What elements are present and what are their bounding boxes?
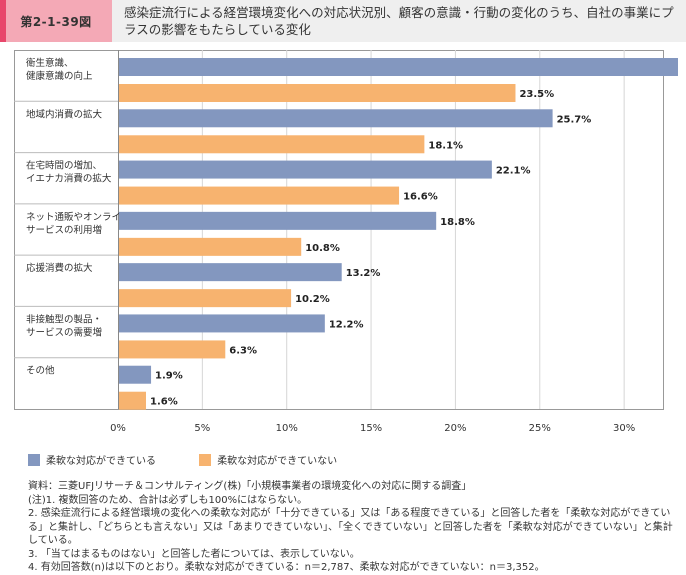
bar-flexible-6: [119, 365, 152, 384]
legend-label-flexible: 柔軟な対応ができている: [46, 456, 156, 467]
note-source: 資料：三菱UFJリサーチ＆コンサルティング(株)「小規模事業者の環境変化への対応…: [28, 481, 472, 492]
legend-label-not-flexible: 柔軟な対応ができていない: [217, 456, 338, 467]
figure-title: 感染症流行による経営環境変化への対応状況別、顧客の意識・行動の変化のうち、自社の…: [124, 5, 674, 37]
data-label-flexible-3: 18.8%: [440, 217, 475, 228]
notes: 資料：三菱UFJリサーチ＆コンサルティング(株)「小規模事業者の環境変化への対応…: [28, 480, 678, 575]
data-label-not-flexible-5: 6.3%: [229, 345, 257, 356]
chart-frame: [14, 50, 664, 410]
category-label-5: 非接触型の製品・サービスの需要増: [26, 313, 102, 338]
category-label-1: 地域内消費の拡大: [26, 108, 103, 120]
figure-header: 第2-1-39図 感染症流行による経営環境変化への対応状況別、顧客の意識・行動の…: [0, 0, 686, 42]
x-tick-label-5: 5%: [194, 423, 210, 434]
data-label-not-flexible-6: 1.6%: [150, 397, 178, 408]
note-4: 4. 有効回答数(n)は以下のとおり。柔軟な対応ができている：n＝2,787、柔…: [28, 562, 545, 573]
data-label-flexible-5: 12.2%: [329, 319, 364, 330]
x-tick-label-25: 25%: [529, 423, 551, 434]
legend-item-flexible: 柔軟な対応ができている: [28, 452, 156, 467]
bar-flexible-2: [119, 160, 492, 179]
x-tick-label-20: 20%: [444, 423, 466, 434]
legend: 柔軟な対応ができている 柔軟な対応ができていない: [28, 452, 377, 469]
note-1: (注)1. 複数回答のため、合計は必ずしも100%にはならない。: [28, 494, 308, 506]
legend-item-not-flexible: 柔軟な対応ができていない: [199, 452, 337, 467]
note-2: 2. 感染症流行による経営環境の変化への柔軟な対応が「十分できている」又は「ある…: [28, 508, 673, 546]
bar-flexible-1: [119, 109, 553, 128]
chart-area: 0%5%10%15%20%25%30%35%衛生意識、健康意識の向上34.4%2…: [14, 50, 686, 445]
bar-flexible-3: [119, 211, 437, 230]
bar-not-flexible-4: [119, 289, 292, 308]
legend-swatch-flexible: [28, 453, 40, 466]
data-label-flexible-1: 25.7%: [557, 114, 592, 125]
category-label-4: 応援消費の拡大: [26, 262, 93, 274]
x-tick-label-0: 0%: [110, 423, 126, 434]
bar-flexible-5: [119, 314, 325, 333]
bar-not-flexible-0: [119, 84, 516, 102]
bar-flexible-0: [119, 58, 686, 76]
x-tick-label-30: 30%: [613, 423, 635, 434]
data-label-not-flexible-0: 23.5%: [519, 89, 554, 100]
data-label-flexible-4: 13.2%: [346, 268, 381, 279]
x-tick-label-15: 15%: [360, 423, 382, 434]
bar-not-flexible-2: [119, 186, 400, 205]
data-label-not-flexible-3: 10.8%: [305, 243, 340, 254]
bar-not-flexible-1: [119, 135, 425, 154]
bar-not-flexible-6: [119, 391, 146, 410]
bar-not-flexible-5: [119, 340, 226, 359]
data-label-not-flexible-4: 10.2%: [295, 294, 330, 305]
data-label-flexible-6: 1.9%: [155, 371, 183, 382]
data-label-not-flexible-1: 18.1%: [428, 140, 463, 151]
category-label-0: 衛生意識、健康意識の向上: [26, 57, 93, 82]
x-tick-label-10: 10%: [276, 423, 298, 434]
bar-not-flexible-3: [119, 237, 302, 256]
note-3: 3. 「当てはまるものはない」と回答した者については、表示していない。: [28, 548, 360, 560]
data-label-flexible-2: 22.1%: [496, 166, 531, 177]
figure-number: 第2-1-39図: [0, 0, 112, 42]
category-label-3: ネット通販やオンラインサービスの利用増: [26, 211, 131, 236]
legend-swatch-not-flexible: [199, 453, 212, 466]
bar-chart: 0%5%10%15%20%25%30%35%衛生意識、健康意識の向上34.4%2…: [14, 50, 686, 434]
data-label-not-flexible-2: 16.6%: [403, 192, 438, 203]
category-label-2: 在宅時間の増加、イエナカ消費の拡大: [26, 160, 112, 185]
category-label-6: その他: [26, 365, 55, 377]
bar-flexible-4: [119, 263, 342, 282]
